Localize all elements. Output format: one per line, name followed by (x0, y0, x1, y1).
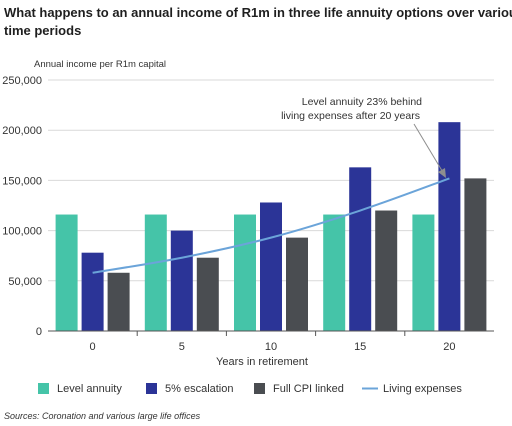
chart-title-line-2: time periods (4, 23, 81, 38)
annotation-line-2: living expenses after 20 years (281, 110, 420, 122)
bars (55, 122, 487, 331)
legend-swatch-full-cpi-linked (254, 383, 265, 394)
x-tick-label: 0 (90, 341, 96, 353)
legend-label-full-cpi-linked: Full CPI linked (273, 383, 344, 395)
legend: Level annuity 5% escalation Full CPI linke… (38, 383, 462, 395)
y-tick-label: 0 (36, 326, 42, 338)
chart-title-line-1: What happens to an annual income of R1m … (4, 5, 512, 20)
annotation-line-1: Level annuity 23% behind (302, 96, 422, 108)
gridlines: 0 50,000 100,000 150,000 200,000 250,000 (2, 75, 494, 338)
legend-label-level-annuity: Level annuity (57, 383, 122, 395)
bar-5-escalation-5 (170, 230, 193, 331)
source-note: Sources: Coronation and various large li… (4, 411, 201, 421)
living-expenses-line (92, 177, 450, 274)
bar-full-cpi-linked-10 (286, 237, 308, 331)
bar-full-cpi-linked-5 (196, 257, 219, 331)
bar-full-cpi-linked-20 (464, 178, 487, 331)
bar-level-annuity-5 (144, 214, 167, 331)
y-tick-label: 200,000 (2, 125, 42, 137)
y-tick-label: 50,000 (8, 276, 42, 288)
x-tick-label: 10 (265, 341, 277, 353)
legend-swatch-level-annuity (38, 383, 49, 394)
legend-swatch-5-escalation (146, 383, 157, 394)
bar-5-escalation-10 (260, 202, 282, 331)
bar-5-escalation-15 (349, 167, 372, 331)
y-tick-label: 250,000 (2, 75, 42, 87)
annotation: Level annuity 23% behind living expenses… (281, 96, 446, 178)
y-tick-label: 100,000 (2, 226, 42, 238)
bar-level-annuity-0 (55, 214, 78, 331)
x-axis-title: Years in retirement (216, 356, 308, 368)
living-expenses-line-group (92, 177, 450, 274)
bar-5-escalation-0 (81, 252, 104, 331)
x-tick-label: 20 (443, 341, 455, 353)
bar-5-escalation-20 (438, 122, 461, 331)
x-tick-label: 15 (354, 341, 366, 353)
y-tick-label: 150,000 (2, 175, 42, 187)
bar-level-annuity-20 (412, 214, 435, 331)
bar-level-annuity-10 (234, 214, 256, 331)
annotation-arrow (413, 123, 445, 175)
x-tick-label: 5 (179, 341, 185, 353)
bar-full-cpi-linked-15 (375, 210, 398, 331)
legend-label-5-escalation: 5% escalation (165, 383, 234, 395)
legend-label-living-expenses: Living expenses (383, 383, 462, 395)
axes: 0 5 10 15 20 (48, 330, 494, 353)
bar-full-cpi-linked-0 (107, 272, 130, 331)
y-axis-title: Annual income per R1m capital (34, 59, 166, 70)
bar-level-annuity-15 (323, 214, 346, 331)
annotation-arrowhead (438, 168, 446, 178)
